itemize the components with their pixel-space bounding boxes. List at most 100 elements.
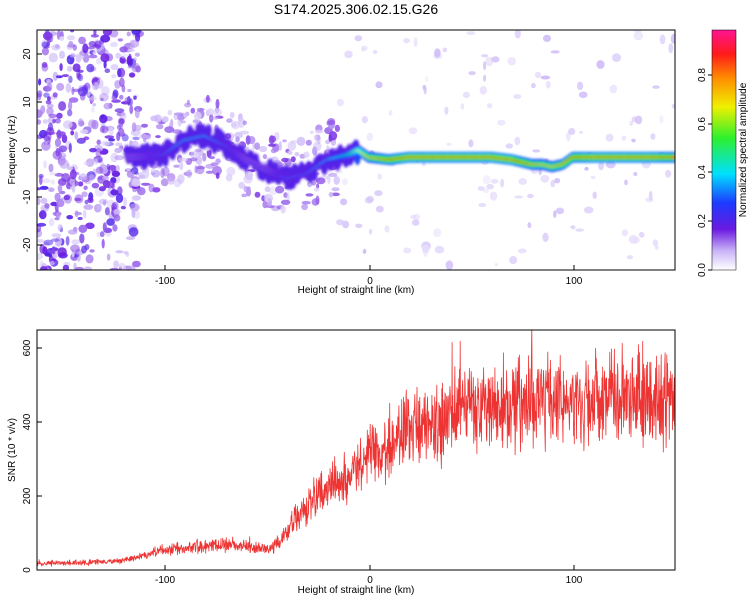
spectrogram-noise-blob xyxy=(102,222,107,232)
spectrogram-noise-blob xyxy=(91,81,100,91)
spectrogram-noise-blob xyxy=(99,114,108,124)
spectrogram-noise-blob xyxy=(125,236,136,241)
spectrogram-noise-blob xyxy=(130,140,139,148)
spectrogram-noise-blob xyxy=(69,169,77,180)
spectrogram-noise-blob xyxy=(434,48,441,58)
spectrogram-noise-blob xyxy=(183,113,188,118)
spectrogram-noise-blob xyxy=(612,53,621,62)
spectrogram-noise-blob xyxy=(59,50,65,59)
spectrogram-noise-blob xyxy=(50,238,60,242)
spectrogram-noise-blob xyxy=(114,80,121,89)
spectrogram-noise-blob xyxy=(79,233,85,244)
spectrogram-noise-blob xyxy=(88,119,97,129)
spectrogram-noise-blob xyxy=(121,134,129,142)
spectrogram-noise-blob xyxy=(134,124,142,131)
spectrogram-noise-blob xyxy=(314,134,321,142)
snr-x-tick-label: 0 xyxy=(367,575,373,586)
spectrogram-noise-blob xyxy=(477,186,485,191)
colorbar-tick-label: 0.6 xyxy=(697,117,708,131)
spectrogram-noise-blob xyxy=(79,175,87,181)
spectrogram-noise-blob xyxy=(86,63,95,73)
spectrogram-noise-blob xyxy=(37,119,41,125)
spectrogram-noise-blob xyxy=(305,139,312,146)
spectrogram-noise-blob xyxy=(119,121,124,130)
spectrogram-noise-blob xyxy=(82,209,87,219)
spectrogram-noise-blob xyxy=(83,204,94,210)
spectrogram-noise-blob xyxy=(77,216,83,221)
spectrogram-noise-blob xyxy=(505,143,513,149)
spectrogram-noise-blob xyxy=(555,207,565,215)
spectrogram-noise-blob xyxy=(235,136,240,143)
spectrogram-noise-blob xyxy=(48,163,54,173)
spectrogram-noise-blob xyxy=(527,222,532,229)
spectrogram-noise-blob xyxy=(74,266,84,270)
spectrogram-y-tick-label: -20 xyxy=(22,237,33,252)
spectrogram-noise-blob xyxy=(127,48,136,52)
spectrogram-noise-blob xyxy=(366,195,374,203)
spectrogram-noise-blob xyxy=(478,203,487,207)
spectrogram-noise-blob xyxy=(98,186,106,192)
spectrogram-noise-blob xyxy=(52,119,56,124)
spectrogram-noise-blob xyxy=(532,149,541,153)
spectrogram-noise-blob xyxy=(577,81,584,91)
spectrogram-noise-blob xyxy=(92,103,96,107)
spectrogram-noise-blob xyxy=(128,72,136,78)
spectrogram-noise-blob xyxy=(483,74,487,82)
spectrogram-noise-blob xyxy=(186,99,190,106)
spectrogram-noise-blob xyxy=(116,124,122,130)
colorbar-tick-label: 0.4 xyxy=(697,165,708,179)
spectrogram-noise-blob xyxy=(83,175,92,185)
spectrogram-noise-blob xyxy=(633,171,638,177)
spectrogram-noise-blob xyxy=(95,147,102,158)
spectrogram-noise-blob xyxy=(514,30,521,39)
spectrogram-noise-blob xyxy=(315,195,320,205)
spectrogram-noise-blob xyxy=(66,65,73,72)
spectrogram-noise xyxy=(37,30,675,270)
spectrogram-noise-blob xyxy=(141,182,151,186)
spectrogram-noise-blob xyxy=(132,59,136,70)
spectrogram-noise-blob xyxy=(482,175,491,185)
spectrogram-noise-blob xyxy=(605,133,614,142)
spectrogram-noise-blob xyxy=(102,176,108,180)
spectrogram-noise-blob xyxy=(99,92,109,102)
spectrogram-noise-blob xyxy=(96,79,104,89)
snr-x-axis-label: Height of straight line (km) xyxy=(298,585,415,596)
spectrogram-noise-blob xyxy=(671,104,675,109)
spectrogram-noise-blob xyxy=(542,232,549,242)
spectrogram-noise-blob xyxy=(578,91,588,99)
spectrogram-noise-blob xyxy=(180,120,186,124)
spectrogram-noise-blob xyxy=(354,35,363,42)
spectrogram-noise-blob xyxy=(179,161,184,171)
spectrogram-noise-blob xyxy=(100,53,110,63)
spectrogram-noise-blob xyxy=(42,119,48,124)
chart-title: S174.2025.306.02.15.G26 xyxy=(274,1,438,17)
spectrogram-noise-blob xyxy=(517,248,527,254)
spectrogram-noise-blob xyxy=(468,71,476,76)
spectrogram-noise-blob xyxy=(37,224,42,233)
spectrogram-noise-blob xyxy=(116,131,121,142)
spectrogram-noise-blob xyxy=(208,156,215,160)
spectrogram-noise-blob xyxy=(596,60,605,69)
spectrogram-noise-blob xyxy=(96,139,101,145)
spectrogram-noise-blob xyxy=(481,54,489,58)
spectrogram-noise-blob xyxy=(48,187,55,192)
spectrogram-noise-blob xyxy=(100,231,105,238)
spectrogram-noise-blob xyxy=(37,197,41,206)
spectrogram-noise-blob xyxy=(327,118,336,125)
spectrogram-noise-blob xyxy=(205,163,215,169)
snr-series-line xyxy=(37,330,675,567)
spectrogram-noise-blob xyxy=(95,166,104,174)
spectrogram-noise-blob xyxy=(212,165,222,176)
spectrogram-noise-blob xyxy=(177,114,185,121)
spectrogram-noise-blob xyxy=(117,186,123,196)
spectrogram-noise-blob xyxy=(605,160,616,169)
spectrogram-noise-blob xyxy=(540,75,551,80)
spectrogram-noise-blob xyxy=(206,108,214,116)
spectrogram-noise-blob xyxy=(48,131,56,135)
spectrogram-noise-blob xyxy=(103,60,107,69)
spectrogram-noise-blob xyxy=(368,228,373,235)
spectrogram-noise-blob xyxy=(87,46,95,50)
spectrogram-noise-blob xyxy=(62,264,70,270)
spectrogram-noise-blob xyxy=(150,168,156,173)
